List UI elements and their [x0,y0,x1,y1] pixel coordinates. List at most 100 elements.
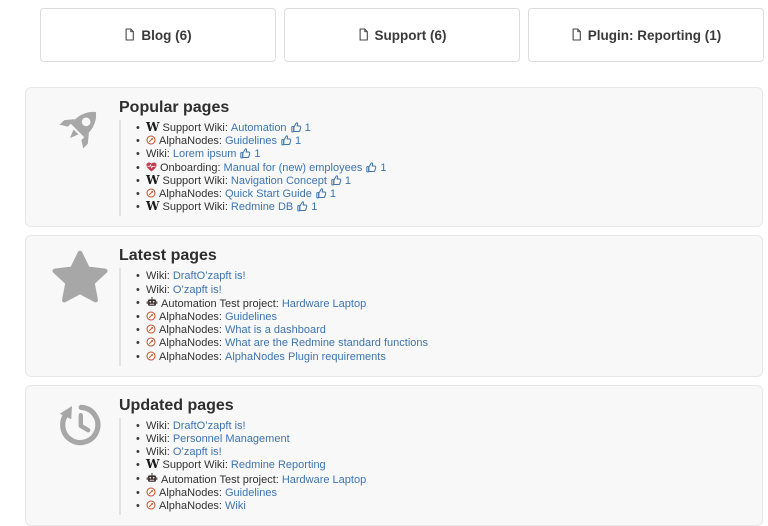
page-scope-label: AlphaNodes: [159,337,222,350]
page-link[interactable]: Quick Start Guide [225,188,312,201]
page-list-item: AlphaNodes:AlphaNodes Plugin requirement… [135,351,747,364]
panel-title: Latest pages [119,247,217,265]
page-list-item: AlphaNodes:Guidelines [135,487,747,500]
page-list-item: Wiki:Lorem ipsum 1 [135,148,747,161]
page-link[interactable]: AlphaNodes Plugin requirements [225,350,386,363]
history-icon [56,400,104,453]
like-count: 1 [254,148,261,161]
alphanodes-icon [146,311,156,321]
page-link[interactable]: Manual for (new) employees [223,161,363,174]
page-link[interactable]: Hardware Laptop [281,473,367,486]
page-link[interactable]: Redmine DB [230,201,294,214]
page-list-item: AlphaNodes:Quick Start Guide 1 [135,188,747,201]
page-scope-label: Support Wiki: [162,459,228,472]
alphanodes-icon [146,135,156,145]
page-scope-label: Support Wiki: [162,201,228,214]
wiki-tabs-row: Blog (6) Support (6) Plugin: Reporting (… [40,8,764,62]
tab-plugin-reporting[interactable]: Plugin: Reporting (1) [528,8,764,62]
page-link[interactable]: Personnel Management [172,433,290,446]
page-scope-label: Support Wiki: [162,122,228,134]
page-scope-label: AlphaNodes: [159,311,222,324]
wikipedia-w-icon: W [146,457,160,472]
tab-label: Blog (6) [141,27,192,43]
page-link[interactable]: Wiki [225,500,246,513]
star-icon [52,250,108,309]
document-icon [358,28,369,41]
page-list-item: AlphaNodes:Guidelines 1 [135,135,747,148]
page-scope-label: Wiki: [146,433,170,446]
document-icon [571,28,582,41]
like-count: 1 [380,161,387,174]
tab-label: Plugin: Reporting (1) [587,27,722,43]
page-scope-label: AlphaNodes: [159,135,222,148]
thumbs-up-icon [281,135,292,146]
page-link[interactable]: DraftO’zapft is! [172,419,246,432]
page-scope-label: AlphaNodes: [159,350,222,363]
thumbs-up-icon [316,188,327,199]
like-count: 1 [304,122,311,134]
page-list-item: Onboarding:Manual for (new) employees 1 [135,162,747,175]
page-scope-label: AlphaNodes: [159,188,222,201]
page-scope-label: AlphaNodes: [159,486,222,499]
page-scope-label: Wiki: [146,419,170,432]
alphanodes-icon [146,500,156,510]
page-link[interactable]: Redmine Reporting [230,459,326,472]
updated-pages-panel: Updated pages Wiki:DraftO’zapft is!Wiki:… [25,384,763,526]
alphanodes-icon [146,351,156,361]
page-list-item: Wiki:O’zapft is! [135,284,747,297]
page-link[interactable]: What are the Redmine standard functions [225,337,429,350]
page-link[interactable]: Guidelines [225,135,277,148]
page-scope-label: Automation Test project: [161,473,279,486]
like-count: 1 [294,135,302,148]
tab-support[interactable]: Support (6) [284,8,520,62]
page-list-item: AlphaNodes:Wiki [135,500,747,513]
thumbs-up-icon [331,175,342,186]
page-link[interactable]: Guidelines [225,311,277,324]
tab-blog[interactable]: Blog (6) [40,8,276,62]
page-scope-label: AlphaNodes: [159,500,222,513]
page-link[interactable]: What is a dashboard [225,324,326,337]
panel-title: Updated pages [119,396,234,414]
rocket-icon [54,102,106,159]
page-link[interactable]: Automation [230,122,287,134]
page-scope-label: Wiki: [146,283,170,296]
alphanodes-icon [146,324,156,334]
page-link[interactable]: Hardware Laptop [281,297,367,310]
page-link[interactable]: Guidelines [225,486,277,499]
page-list-item: Wiki:O’zapft is! [135,446,747,459]
page-list-item: Automation Test project:Hardware Laptop [135,473,747,487]
page-scope-label: Automation Test project: [161,297,279,310]
wikipedia-w-icon: W [146,120,160,134]
page-link[interactable]: O’zapft is! [172,283,222,296]
page-link[interactable]: O’zapft is! [172,446,222,459]
document-icon [124,28,135,41]
page-scope-label: AlphaNodes: [159,324,222,337]
page-scope-label: Wiki: [146,148,170,161]
thumbs-up-icon [297,201,308,212]
page-scope-label: Wiki: [146,446,170,459]
page-list-item: Wiki:DraftO’zapft is! [135,270,747,283]
page-link[interactable]: Lorem ipsum [172,148,237,161]
page-scope-label: Support Wiki: [162,174,228,187]
page-list-item: AlphaNodes:What is a dashboard [135,324,747,337]
page-list-item: AlphaNodes:Guidelines [135,311,747,324]
thumbs-up-icon [290,122,302,133]
page-link[interactable]: DraftO’zapft is! [172,270,246,283]
alphanodes-icon [146,188,156,198]
like-count: 1 [311,201,318,214]
alphanodes-icon [146,487,156,497]
wikipedia-w-icon: W [146,199,160,214]
thumbs-up-icon [240,148,251,159]
thumbs-up-icon [366,161,377,173]
page-scope-label: Onboarding: [160,161,221,174]
page-scope-label: Wiki: [146,270,170,283]
like-count: 1 [329,188,336,201]
alphanodes-icon [146,337,156,347]
page-link[interactable]: Navigation Concept [230,174,327,187]
like-count: 1 [344,174,352,187]
